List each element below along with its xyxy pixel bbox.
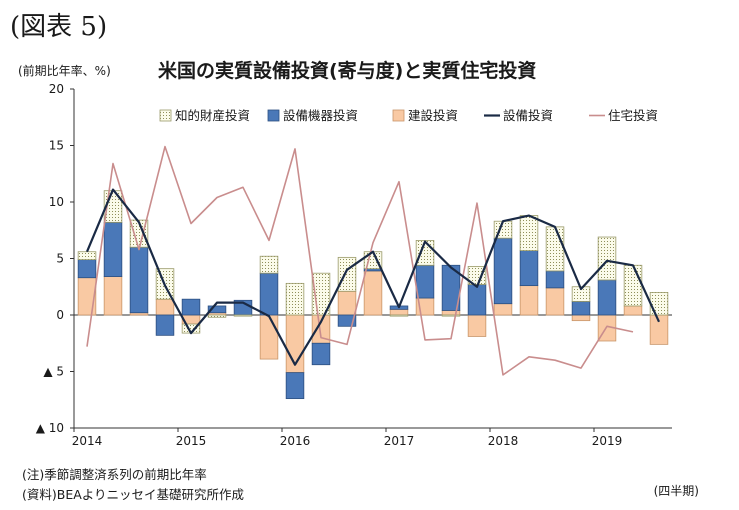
business-investment-line: [85, 188, 660, 366]
x-tick-label: 2019: [592, 434, 623, 448]
equipment-bar: [155, 314, 175, 336]
equipment-bar: [519, 250, 539, 287]
structures-bar: [467, 314, 487, 337]
legend-equipment-swatch: [267, 109, 280, 122]
legend-business-investment-label: 設備投資: [503, 108, 553, 123]
ip-bar: [597, 236, 617, 281]
housing-investment-line: [86, 145, 634, 376]
structures-bar: [571, 314, 591, 322]
structures-bar: [493, 303, 513, 316]
ip-bar: [285, 282, 305, 316]
footnote-source: (資料)BEAよりニッセイ基礎研究所作成: [22, 487, 245, 502]
y-tick-label: ▲ 5: [43, 365, 64, 379]
x-tick-label: 2015: [176, 434, 207, 448]
equipment-bar: [493, 237, 513, 305]
equipment-bar: [467, 284, 487, 316]
x-tick-label: 2014: [72, 434, 103, 448]
equipment-bar: [103, 221, 123, 277]
legend-equipment-label: 設備機器投資: [283, 108, 358, 123]
y-tick-label: 5: [56, 252, 64, 266]
x-tick-label: 2016: [280, 434, 311, 448]
ip-bar: [233, 314, 253, 317]
structures-bar: [519, 285, 539, 316]
ip-bar: [77, 251, 97, 261]
ip-bar: [389, 314, 409, 317]
y-tick-label: 10: [49, 195, 64, 209]
y-tick-label: ▲ 10: [36, 421, 64, 435]
equipment-bar: [207, 305, 227, 314]
structures-bar: [77, 277, 97, 316]
equipment-bar: [415, 264, 435, 299]
chart-title: 米国の実質設備投資(寄与度)と実質住宅投資: [158, 60, 537, 82]
ip-bar: [259, 255, 279, 274]
structures-bar: [545, 287, 565, 316]
footnote-note: (注)季節調整済系列の前期比年率: [22, 467, 207, 482]
equipment-bar: [129, 246, 149, 314]
structures-bar: [337, 290, 357, 316]
equipment-bar: [77, 259, 97, 279]
legend-ip-label: 知的財産投資: [175, 108, 250, 123]
structures-bar: [623, 305, 643, 316]
y-tick-label: 0: [56, 308, 64, 322]
legend-structures-label: 建設投資: [408, 108, 458, 123]
x-tick-label: 2017: [384, 434, 415, 448]
structures-bar: [259, 314, 279, 360]
equipment-bar: [259, 272, 279, 316]
structures-bar: [103, 276, 123, 316]
unit-label: (前期比年率、%): [18, 64, 111, 78]
structures-bar: [363, 270, 383, 316]
equipment-bar: [597, 279, 617, 316]
ip-bar: [545, 226, 565, 272]
ip-bar: [623, 264, 643, 307]
figure-label: (図表 5): [10, 12, 108, 42]
ip-bar: [649, 291, 669, 316]
y-tick-label: 15: [49, 139, 64, 153]
legend-structures-swatch: [392, 109, 405, 122]
ip-bar: [207, 314, 227, 318]
x-tick-label: 2018: [488, 434, 519, 448]
structures-bar: [441, 310, 461, 316]
equipment-bar: [285, 372, 305, 400]
ip-bar: [337, 256, 357, 292]
structures-bar: [155, 298, 175, 316]
legend-ip-swatch: [159, 109, 172, 122]
structures-bar: [389, 308, 409, 316]
period-label: (四半期): [653, 484, 699, 498]
ip-bar: [519, 215, 539, 251]
equipment-bar: [337, 314, 357, 327]
equipment-bar: [545, 270, 565, 289]
equipment-bar: [311, 342, 331, 366]
y-tick-label: 20: [49, 82, 64, 96]
legend-housing-investment-label: 住宅投資: [608, 108, 658, 123]
equipment-bar: [441, 264, 461, 311]
equipment-bar: [571, 301, 591, 316]
ip-bar: [441, 314, 461, 317]
equipment-bar: [181, 298, 201, 316]
